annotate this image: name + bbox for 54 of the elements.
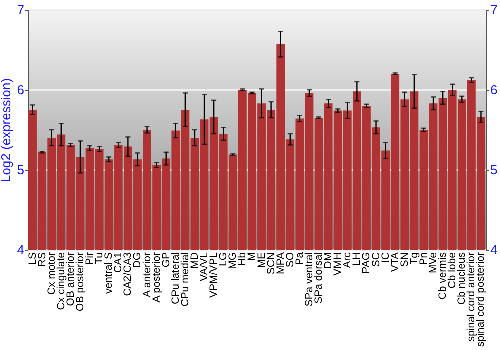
x-tick-label: LS <box>26 252 39 266</box>
x-tick-label: Hb <box>236 252 249 266</box>
x-tick-label: OB posterior <box>74 252 86 312</box>
x-tick-label: Cx cingulate <box>55 252 68 310</box>
y-axis-title: Log2 (expression) <box>0 78 14 183</box>
x-tick-label: VMH <box>332 252 344 276</box>
x-tick-label: SN <box>398 252 411 268</box>
x-tick-label: Tu <box>94 252 106 264</box>
x-tick-label: Arc <box>342 252 354 268</box>
x-tick-label: GP <box>160 252 172 268</box>
x-tick-label: CPu lateral <box>170 252 182 304</box>
x-tick-label: SPa ventral <box>303 252 316 307</box>
y-tick-label: 6 <box>17 82 24 98</box>
x-tick-label: A posterior <box>150 252 163 303</box>
x-tick-label: LG <box>218 252 230 267</box>
x-tick-label: ME <box>256 252 268 268</box>
x-tick-label: CPu medial <box>179 252 192 307</box>
y-tick-label: 5 <box>17 162 24 178</box>
x-tick-label: SO <box>284 252 296 268</box>
x-tick-label: OB anterior <box>64 252 77 306</box>
x-tick-label: CA1 <box>112 252 125 273</box>
x-tick-label: A anterior <box>141 252 154 298</box>
x-tick-label: Cb nucleus <box>456 252 468 306</box>
x-tick-label: VPM/VPL <box>208 252 220 298</box>
x-tick-label: Cx motor <box>46 252 58 296</box>
x-tick-label: IC <box>380 252 392 263</box>
x-tick-label: MVe <box>428 252 440 274</box>
x-tick-label: SPa dorsal <box>313 252 326 304</box>
x-tick-label: CA2/CA3 <box>122 252 134 296</box>
x-tick-label: Tg <box>408 252 420 265</box>
x-tick-label: M <box>246 252 258 262</box>
x-tick-label: VA/VL <box>198 252 211 282</box>
x-tick-label: spinal cord posterior <box>475 252 488 348</box>
x-tick-label: RS <box>36 252 48 268</box>
x-tick-label: DM <box>322 252 335 269</box>
x-tick-label: SCN <box>265 252 278 275</box>
x-tick-label: Pa <box>294 252 306 266</box>
x-tick-label: MPA <box>274 252 287 274</box>
x-tick-label: SC <box>370 252 382 268</box>
x-tick-label: VTA <box>389 252 402 272</box>
x-tick-label: DG <box>132 252 144 268</box>
x-tick-label: Cb lobe <box>446 252 459 289</box>
y2-tick-label: 6 <box>490 82 498 98</box>
y-tick-label: 4 <box>17 242 24 258</box>
y2-tick-label: 4 <box>490 242 498 258</box>
x-tick-label: ventral S <box>103 252 116 294</box>
y2-tick-label: 7 <box>490 2 498 18</box>
x-tick-label: Pir <box>84 252 96 266</box>
y2-tick-label: 5 <box>490 162 498 178</box>
y-tick-label: 7 <box>17 2 24 18</box>
x-tick-label: LH <box>351 252 364 266</box>
x-tick-label: spinal cord anterior <box>466 252 478 342</box>
x-tick-label: PAG <box>360 252 373 274</box>
x-tick-label: MD <box>188 252 201 269</box>
